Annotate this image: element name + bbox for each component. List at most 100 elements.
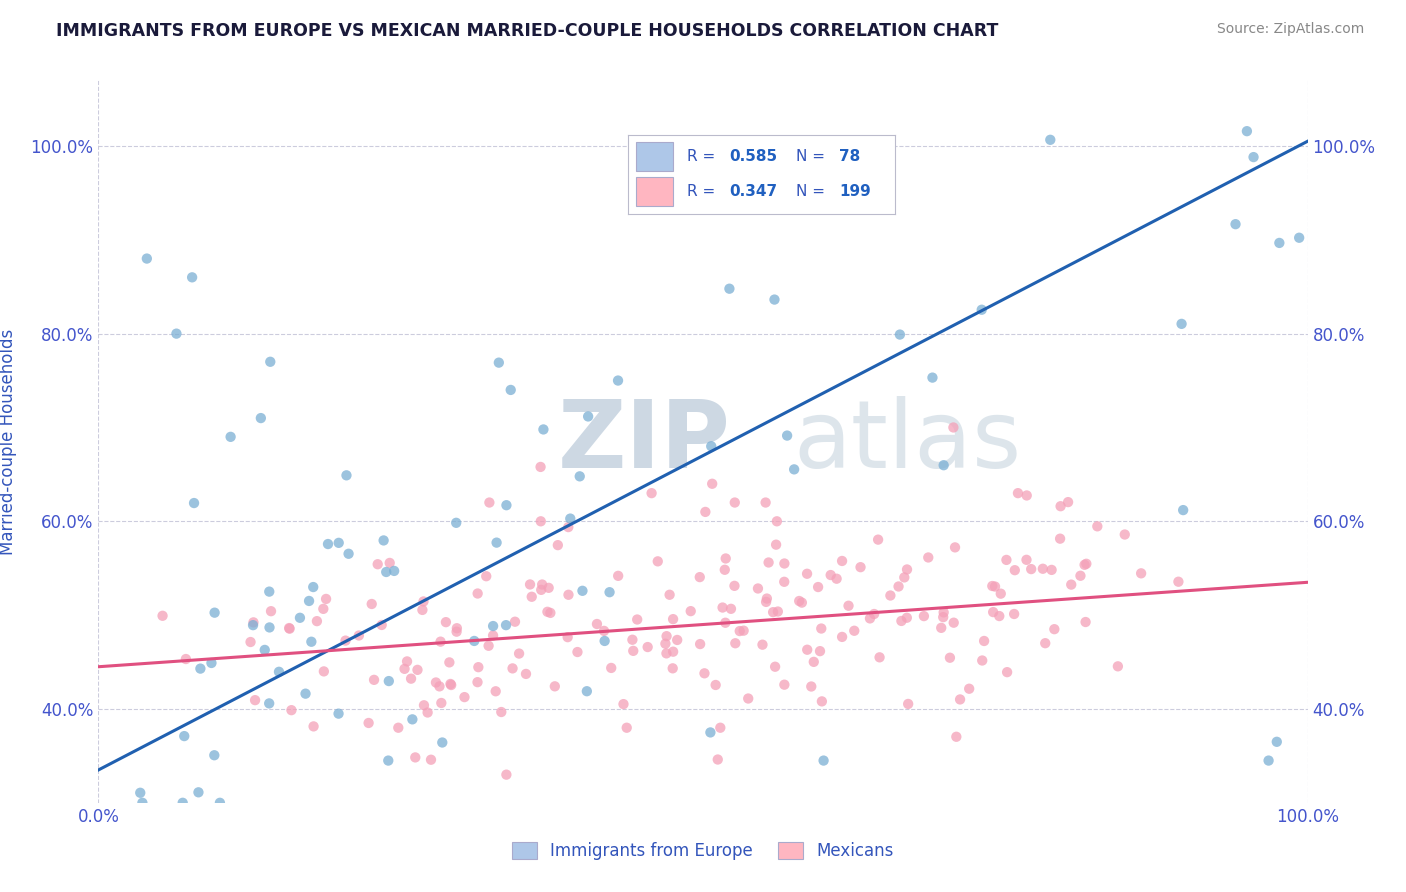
- Text: ZIP: ZIP: [558, 395, 731, 488]
- Point: [520, 590, 543, 604]
- Point: [1257, 754, 1279, 768]
- Point: [294, 687, 316, 701]
- Point: [575, 684, 598, 698]
- Point: [896, 611, 918, 625]
- Point: [607, 374, 630, 388]
- Point: [984, 580, 1007, 594]
- Point: [1173, 503, 1195, 517]
- Point: [762, 605, 785, 619]
- Point: [995, 665, 1018, 680]
- Point: [208, 796, 231, 810]
- Point: [1043, 622, 1066, 636]
- Point: [1049, 500, 1071, 514]
- Point: [1039, 133, 1062, 147]
- Point: [790, 596, 813, 610]
- Point: [889, 327, 911, 342]
- Point: [544, 679, 567, 693]
- Point: [887, 579, 910, 593]
- Point: [557, 520, 579, 534]
- Point: [165, 326, 187, 341]
- Point: [181, 270, 204, 285]
- Point: [662, 612, 685, 626]
- Point: [335, 633, 357, 648]
- Point: [709, 721, 731, 735]
- Point: [432, 735, 454, 749]
- Point: [280, 703, 302, 717]
- Point: [820, 568, 842, 582]
- FancyBboxPatch shape: [636, 178, 673, 205]
- Point: [972, 653, 994, 667]
- Point: [173, 729, 195, 743]
- Point: [267, 665, 290, 679]
- Point: [299, 634, 322, 648]
- Point: [394, 662, 416, 676]
- Point: [704, 678, 727, 692]
- Point: [576, 409, 599, 424]
- Point: [1032, 562, 1054, 576]
- Point: [387, 721, 409, 735]
- Point: [783, 462, 806, 476]
- Point: [328, 706, 350, 721]
- Point: [654, 637, 676, 651]
- Point: [661, 661, 683, 675]
- Point: [728, 624, 751, 638]
- Point: [420, 753, 443, 767]
- Point: [776, 428, 799, 442]
- Point: [337, 547, 360, 561]
- Point: [655, 629, 678, 643]
- Point: [893, 570, 915, 584]
- Point: [766, 514, 789, 528]
- Point: [557, 588, 579, 602]
- Point: [446, 621, 468, 635]
- Point: [257, 697, 280, 711]
- Text: N =: N =: [796, 149, 830, 164]
- Point: [467, 660, 489, 674]
- Point: [378, 556, 401, 570]
- Point: [787, 594, 810, 608]
- Point: [446, 624, 468, 639]
- Point: [929, 621, 952, 635]
- Point: [658, 588, 681, 602]
- Point: [849, 560, 872, 574]
- Point: [347, 628, 370, 642]
- Point: [482, 628, 505, 642]
- Point: [373, 533, 395, 548]
- Point: [305, 614, 328, 628]
- Point: [647, 554, 669, 568]
- Point: [488, 356, 510, 370]
- Point: [568, 469, 591, 483]
- Point: [242, 615, 264, 630]
- Point: [1107, 659, 1129, 673]
- Point: [219, 430, 242, 444]
- Point: [503, 615, 526, 629]
- Point: [239, 635, 262, 649]
- FancyBboxPatch shape: [636, 143, 673, 171]
- Point: [724, 636, 747, 650]
- Point: [547, 538, 569, 552]
- Point: [1114, 527, 1136, 541]
- Text: 0.347: 0.347: [730, 184, 778, 199]
- Point: [621, 644, 644, 658]
- Point: [416, 706, 439, 720]
- Point: [723, 579, 745, 593]
- Point: [1288, 231, 1310, 245]
- Point: [278, 621, 301, 635]
- Point: [335, 468, 357, 483]
- Point: [1040, 563, 1063, 577]
- Point: [808, 644, 831, 658]
- Point: [766, 605, 789, 619]
- Point: [917, 550, 939, 565]
- Point: [357, 716, 380, 731]
- Point: [1002, 607, 1025, 621]
- Point: [411, 603, 433, 617]
- Point: [689, 637, 711, 651]
- Point: [537, 581, 560, 595]
- Point: [529, 459, 551, 474]
- Point: [699, 725, 721, 739]
- Point: [360, 597, 382, 611]
- Point: [981, 579, 1004, 593]
- Point: [837, 599, 859, 613]
- Point: [202, 748, 225, 763]
- Point: [844, 624, 866, 638]
- Legend: Immigrants from Europe, Mexicans: Immigrants from Europe, Mexicans: [505, 835, 901, 867]
